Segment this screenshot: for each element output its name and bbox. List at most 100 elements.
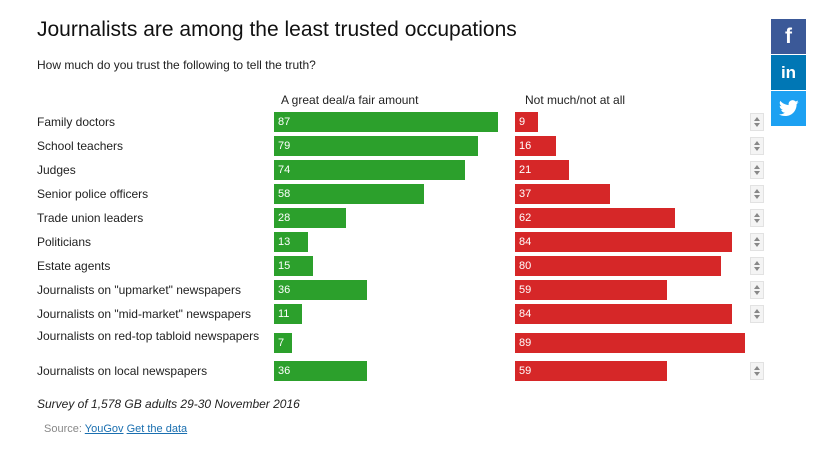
bar-value-label: 84 [519,308,532,320]
series-header-trust: A great deal/a fair amount [281,93,419,107]
sort-up-icon [754,165,760,169]
sort-down-icon [754,171,760,175]
distrust-bar: 16 [515,136,556,156]
bar-value-label: 37 [519,188,532,200]
trust-bar: 58 [274,184,424,204]
trust-bar: 36 [274,280,367,300]
sort-down-icon [754,195,760,199]
distrust-bar: 59 [515,361,667,381]
row-sort-control[interactable] [750,161,764,179]
sort-down-icon [754,267,760,271]
category-label: School teachers [37,139,124,153]
category-label: Journalists on "mid-market" newspapers [37,307,251,321]
distrust-bar: 62 [515,208,675,228]
sort-up-icon [754,117,760,121]
trust-bar: 79 [274,136,478,156]
bar-value-label: 21 [519,164,532,176]
trust-bar: 87 [274,112,498,132]
bar-value-label: 59 [519,284,532,296]
category-label: Estate agents [37,259,111,273]
trust-bar: 13 [274,232,308,252]
get-the-data-link[interactable]: Get the data [126,423,188,435]
distrust-bar: 80 [515,256,721,276]
sort-up-icon [754,285,760,289]
series-header-distrust: Not much/not at all [525,93,626,107]
sort-up-icon [754,141,760,145]
trust-bar: 36 [274,361,367,381]
trust-bar: 11 [274,304,302,324]
chart-title: Journalists are among the least trusted … [37,18,517,41]
sort-down-icon [754,372,760,376]
distrust-bar: 89 [515,333,745,353]
sort-down-icon [754,147,760,151]
category-label: Journalists on red-top tabloid newspaper… [37,329,260,343]
linkedin-share-button[interactable]: in [771,55,806,90]
sort-up-icon [754,189,760,193]
row-sort-control[interactable] [750,185,764,203]
bar-value-label: 84 [519,236,532,248]
sort-down-icon [754,243,760,247]
trust-bar: 7 [274,333,292,353]
bar-value-label: 62 [519,212,532,224]
twitter-icon [778,100,799,116]
category-label: Journalists on "upmarket" newspapers [37,283,241,297]
sort-up-icon [754,366,760,370]
row-sort-control[interactable] [750,362,764,380]
bar-value-label: 80 [519,260,532,272]
sort-up-icon [754,261,760,265]
bar-value-label: 36 [278,284,291,296]
sort-down-icon [754,315,760,319]
linkedin-icon: in [780,62,797,82]
bar-value-label: 11 [278,308,290,320]
trust-bar: 28 [274,208,346,228]
distrust-bar: 37 [515,184,610,204]
bar-value-label: 79 [278,140,291,152]
trust-bar: 74 [274,160,465,180]
category-label: Family doctors [37,115,116,129]
twitter-share-button[interactable] [771,91,806,126]
row-sort-control[interactable] [750,137,764,155]
row-sort-control[interactable] [750,281,764,299]
chart-subtitle: How much do you trust the following to t… [37,58,316,72]
row-sort-control[interactable] [750,209,764,227]
sort-down-icon [754,219,760,223]
distrust-bar: 84 [515,232,732,252]
source-link-yougov[interactable]: YouGov [84,423,124,435]
category-label: Politicians [37,235,92,249]
sort-up-icon [754,213,760,217]
bar-value-label: 15 [278,260,291,272]
bar-value-label: 58 [278,188,291,200]
distrust-bar: 84 [515,304,732,324]
trust-bar: 15 [274,256,313,276]
distrust-bar: 59 [515,280,667,300]
source-prefix: Source: [44,423,82,435]
bar-value-label: 13 [278,236,291,248]
distrust-bar: 21 [515,160,569,180]
bar-value-label: 87 [278,116,291,128]
source-line: Source: YouGov Get the data [44,423,187,435]
bar-value-label: 16 [519,140,532,152]
row-sort-control[interactable] [750,305,764,323]
sort-up-icon [754,309,760,313]
category-label: Trade union leaders [37,211,144,225]
sort-up-icon [754,237,760,241]
category-label: Judges [37,163,76,177]
facebook-icon: f [785,24,792,48]
sort-down-icon [754,123,760,127]
category-label: Journalists on local newspapers [37,364,208,378]
category-label: Senior police officers [37,187,149,201]
bar-value-label: 7 [278,337,285,349]
facebook-share-button[interactable]: f [771,19,806,54]
row-sort-control[interactable] [750,113,764,131]
bar-value-label: 59 [519,365,532,377]
sort-down-icon [754,291,760,295]
row-sort-control[interactable] [750,233,764,251]
bar-value-label: 9 [519,116,526,128]
bar-value-label: 89 [519,337,532,349]
distrust-bar: 9 [515,112,538,132]
bar-value-label: 28 [278,212,291,224]
row-sort-control[interactable] [750,257,764,275]
bar-value-label: 74 [278,164,291,176]
bar-value-label: 36 [278,365,291,377]
survey-footnote: Survey of 1,578 GB adults 29-30 November… [37,397,300,411]
